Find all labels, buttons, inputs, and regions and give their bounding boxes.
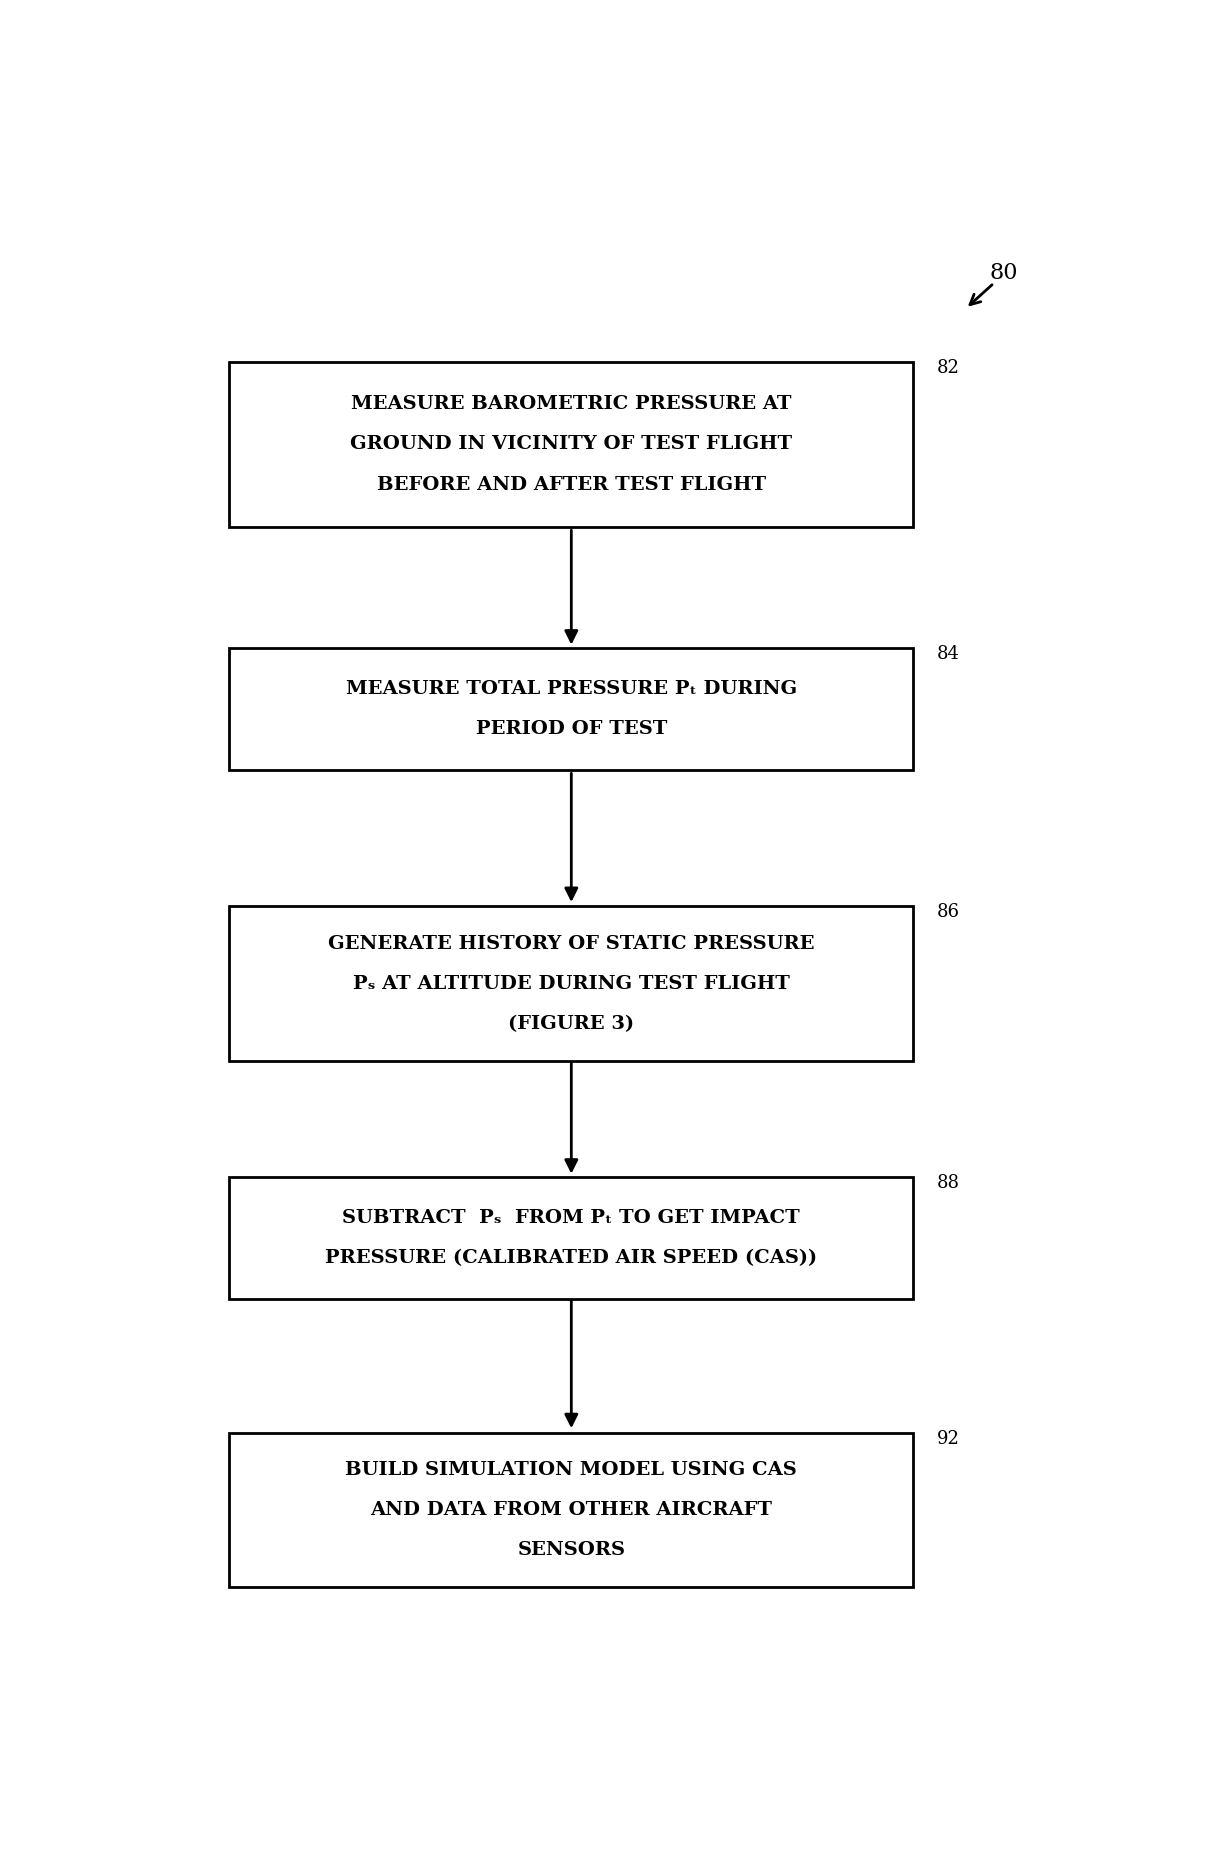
Text: SENSORS: SENSORS (517, 1541, 625, 1558)
Bar (229, 1432, 913, 1588)
Text: MEASURE BAROMETRIC PRESSURE AT: MEASURE BAROMETRIC PRESSURE AT (351, 396, 792, 414)
Text: MEASURE TOTAL PRESSURE Pₜ DURING: MEASURE TOTAL PRESSURE Pₜ DURING (346, 680, 797, 698)
Text: 92: 92 (937, 1430, 960, 1448)
Bar (229, 1177, 913, 1298)
Bar (229, 362, 913, 527)
Text: GENERATE HISTORY OF STATIC PRESSURE: GENERATE HISTORY OF STATIC PRESSURE (329, 934, 814, 953)
Text: Pₛ AT ALTITUDE DURING TEST FLIGHT: Pₛ AT ALTITUDE DURING TEST FLIGHT (353, 975, 790, 992)
Text: (FIGURE 3): (FIGURE 3) (509, 1014, 634, 1032)
Text: 86: 86 (937, 904, 960, 921)
Text: 88: 88 (937, 1174, 960, 1192)
Text: PERIOD OF TEST: PERIOD OF TEST (476, 721, 667, 737)
Text: 84: 84 (937, 646, 960, 663)
Text: BEFORE AND AFTER TEST FLIGHT: BEFORE AND AFTER TEST FLIGHT (376, 475, 766, 494)
Text: GROUND IN VICINITY OF TEST FLIGHT: GROUND IN VICINITY OF TEST FLIGHT (351, 436, 792, 453)
Bar (229, 648, 913, 771)
Text: 82: 82 (937, 360, 960, 377)
Text: BUILD SIMULATION MODEL USING CAS: BUILD SIMULATION MODEL USING CAS (346, 1461, 797, 1478)
Text: SUBTRACT  Pₛ  FROM Pₜ TO GET IMPACT: SUBTRACT Pₛ FROM Pₜ TO GET IMPACT (342, 1209, 801, 1227)
Bar (229, 906, 913, 1060)
Text: AND DATA FROM OTHER AIRCRAFT: AND DATA FROM OTHER AIRCRAFT (370, 1500, 772, 1519)
Text: PRESSURE (CALIBRATED AIR SPEED (CAS)): PRESSURE (CALIBRATED AIR SPEED (CAS)) (325, 1250, 818, 1266)
Text: 80: 80 (989, 262, 1018, 284)
